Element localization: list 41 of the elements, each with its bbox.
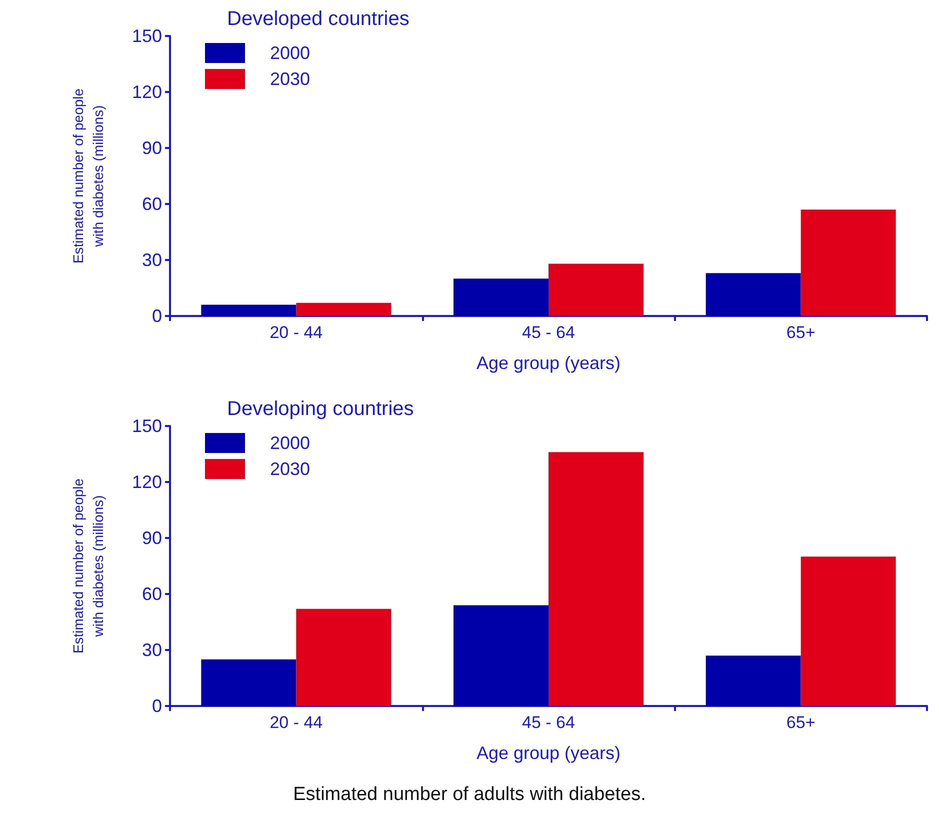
y-tick-label: 90 xyxy=(142,138,162,158)
legend-label: 2000 xyxy=(270,433,310,453)
x-tick-label: 20 - 44 xyxy=(270,713,323,732)
bar xyxy=(800,210,896,316)
y-tick-label: 60 xyxy=(142,194,162,214)
bar xyxy=(454,605,548,706)
chart-title: Developed countries xyxy=(227,8,410,30)
y-tick-label: 120 xyxy=(132,472,162,492)
x-tick-label: 65+ xyxy=(786,323,816,342)
text: Estimated number of adults with diabetes. xyxy=(293,784,646,805)
bar xyxy=(454,278,548,316)
bar xyxy=(296,302,392,316)
bar xyxy=(706,273,801,316)
y-tick-label: 0 xyxy=(152,306,162,326)
x-tick-label: 45 - 64 xyxy=(522,713,575,732)
y-axis-title: Estimated number of people with diabetes (millions) xyxy=(70,478,106,654)
legend-label: 2000 xyxy=(270,43,310,63)
y-axis-title: Estimated number of people with diabetes (millions) xyxy=(70,88,106,264)
legend-label: 2030 xyxy=(270,459,310,479)
y-tick-label: 30 xyxy=(142,250,162,270)
x-tick-label: 20 - 44 xyxy=(270,323,323,342)
y-tick-label: 120 xyxy=(132,82,162,102)
legend-label: 2030 xyxy=(270,69,310,89)
bar xyxy=(548,264,644,316)
y-tick-label: 0 xyxy=(152,696,162,716)
y-tick-label: 150 xyxy=(132,416,162,436)
y-tick-label: 60 xyxy=(142,584,162,604)
x-tick-label: 65+ xyxy=(786,713,816,732)
y-tick-label: 90 xyxy=(142,528,162,548)
chart-title: Developing countries xyxy=(227,398,414,420)
x-axis-title: Age group (years) xyxy=(476,353,621,373)
x-tick-label: 45 - 64 xyxy=(522,323,575,342)
y-tick-label: 30 xyxy=(142,640,162,660)
bar xyxy=(201,304,296,316)
x-axis-title: Age group (years) xyxy=(476,743,621,763)
bar xyxy=(201,659,296,706)
bar xyxy=(548,452,644,706)
y-tick-label: 150 xyxy=(132,26,162,46)
bar xyxy=(800,556,896,706)
bar xyxy=(296,608,392,706)
bar xyxy=(706,656,801,706)
